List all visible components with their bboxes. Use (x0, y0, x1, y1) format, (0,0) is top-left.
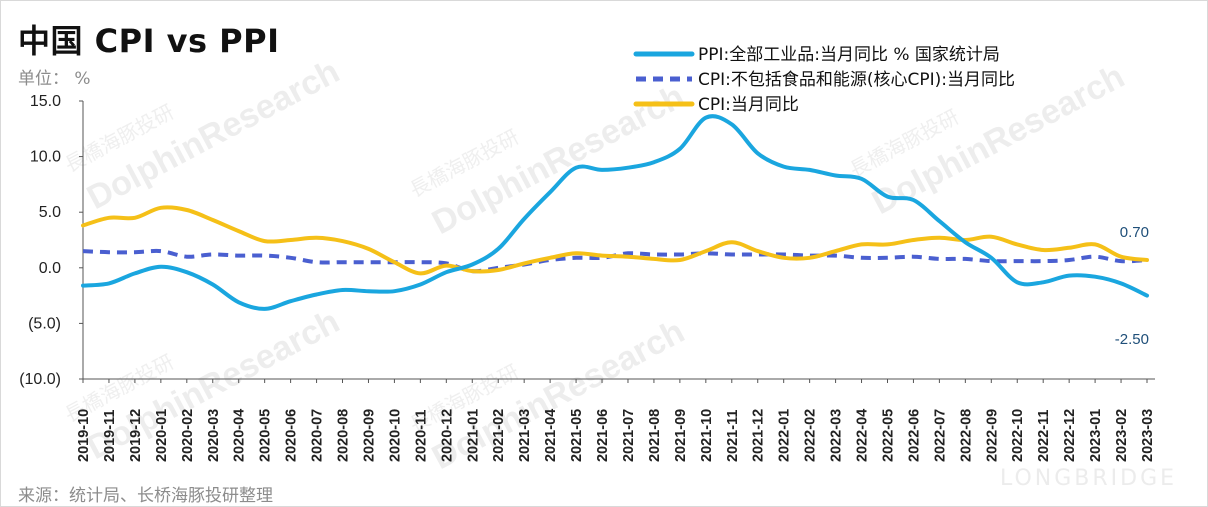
x-tick-label: 2021-03 (517, 409, 533, 462)
y-tick-label: 5.0 (39, 204, 61, 221)
y-tick-label: (5.0) (28, 315, 61, 332)
x-tick-label: 2022-09 (984, 409, 1000, 462)
x-tick-label: 2020-05 (258, 409, 274, 462)
x-tick-label: 2019-11 (102, 410, 118, 462)
x-tick-label: 2021-12 (751, 409, 767, 462)
x-tick-label: 2021-01 (465, 409, 481, 462)
x-tick-label: 2020-07 (310, 409, 326, 462)
x-tick-label: 2021-07 (621, 409, 637, 462)
x-tick-label: 2022-01 (777, 409, 793, 462)
ppi-end-value-label: -2.50 (1115, 331, 1149, 348)
x-tick-label: 2021-11 (725, 410, 741, 462)
x-tick-label: 2022-06 (906, 409, 922, 462)
watermark-brand: LONGBRIDGE (1000, 466, 1178, 491)
legend-label: PPI:全部工业品:当月同比 % 国家统计局 (698, 45, 1000, 65)
x-tick-label: 2022-04 (855, 409, 871, 462)
x-tick-label: 2020-03 (206, 409, 222, 462)
x-tick-label: 2022-02 (803, 409, 819, 462)
x-tick-label: 2020-02 (180, 409, 196, 462)
x-tick-label: 2022-11 (1036, 410, 1052, 462)
legend-item-core-cpi: CPI:不包括食品和能源(核心CPI):当月同比 (636, 70, 1015, 90)
x-tick-label: 2022-08 (958, 409, 974, 462)
x-tick-label: 2021-10 (699, 409, 715, 462)
x-tick-label: 2020-08 (336, 409, 352, 462)
x-tick-label: 2019-10 (76, 409, 92, 462)
end-labels: 0.70 -2.50 (1115, 224, 1149, 348)
x-tick-label: 2020-04 (232, 409, 248, 462)
x-tick-label: 2023-01 (1088, 409, 1104, 462)
y-tick-label: 10.0 (30, 149, 61, 166)
x-tick-label: 2022-12 (1062, 409, 1078, 462)
x-tick-label: 2023-03 (1140, 409, 1156, 462)
chart-title: 中国 CPI vs PPI (18, 22, 280, 60)
legend-label: CPI:不包括食品和能源(核心CPI):当月同比 (698, 70, 1015, 90)
y-tick-label: 15.0 (30, 93, 61, 110)
legend: PPI:全部工业品:当月同比 % 国家统计局 CPI:不包括食品和能源(核心CPI… (633, 45, 1015, 115)
x-tick-label: 2021-05 (569, 409, 585, 462)
x-tick-label: 2022-07 (932, 409, 948, 462)
x-tick-label: 2022-10 (1010, 409, 1026, 462)
series-layer (81, 114, 1149, 311)
y-tick-label: 0.0 (39, 260, 61, 277)
x-tick-label: 2020-01 (154, 409, 170, 462)
legend-item-cpi: CPI:当月同比 (633, 95, 799, 115)
x-tick-label: 2020-06 (284, 409, 300, 462)
source-note: 来源：统计局、长桥海豚投研整理 (18, 486, 273, 506)
x-tick-label: 2021-02 (491, 409, 507, 462)
axis-layer: 15.0 10.0 5.0 0.0 (5.0) (10.0) 2019-10 2019-11 2… (19, 93, 1156, 462)
x-tick-label: 2023-02 (1114, 409, 1130, 462)
ppi-line (81, 114, 1149, 311)
x-tick-label: 2020-11 (413, 410, 429, 462)
x-tick-label: 2021-09 (673, 409, 689, 462)
x-tick-label: 2019-12 (128, 409, 144, 462)
cpi-line (81, 205, 1149, 276)
legend-label: CPI:当月同比 (698, 95, 799, 115)
x-tick-label: 2020-10 (387, 409, 403, 462)
cpi-end-value-label: 0.70 (1120, 224, 1149, 241)
x-tick-label: 2022-05 (880, 409, 896, 462)
x-tick-label: 2021-04 (543, 409, 559, 462)
y-tick-label: (10.0) (19, 371, 61, 388)
legend-item-ppi: PPI:全部工业品:当月同比 % 国家统计局 (633, 45, 1000, 65)
unit-label: 单位： % (18, 69, 91, 89)
x-tick-label: 2020-12 (439, 409, 455, 462)
x-tick-label: 2022-03 (829, 409, 845, 462)
x-tick-label: 2020-09 (361, 409, 377, 462)
x-tick-label: 2021-08 (647, 409, 663, 462)
x-tick-label: 2021-06 (595, 409, 611, 462)
